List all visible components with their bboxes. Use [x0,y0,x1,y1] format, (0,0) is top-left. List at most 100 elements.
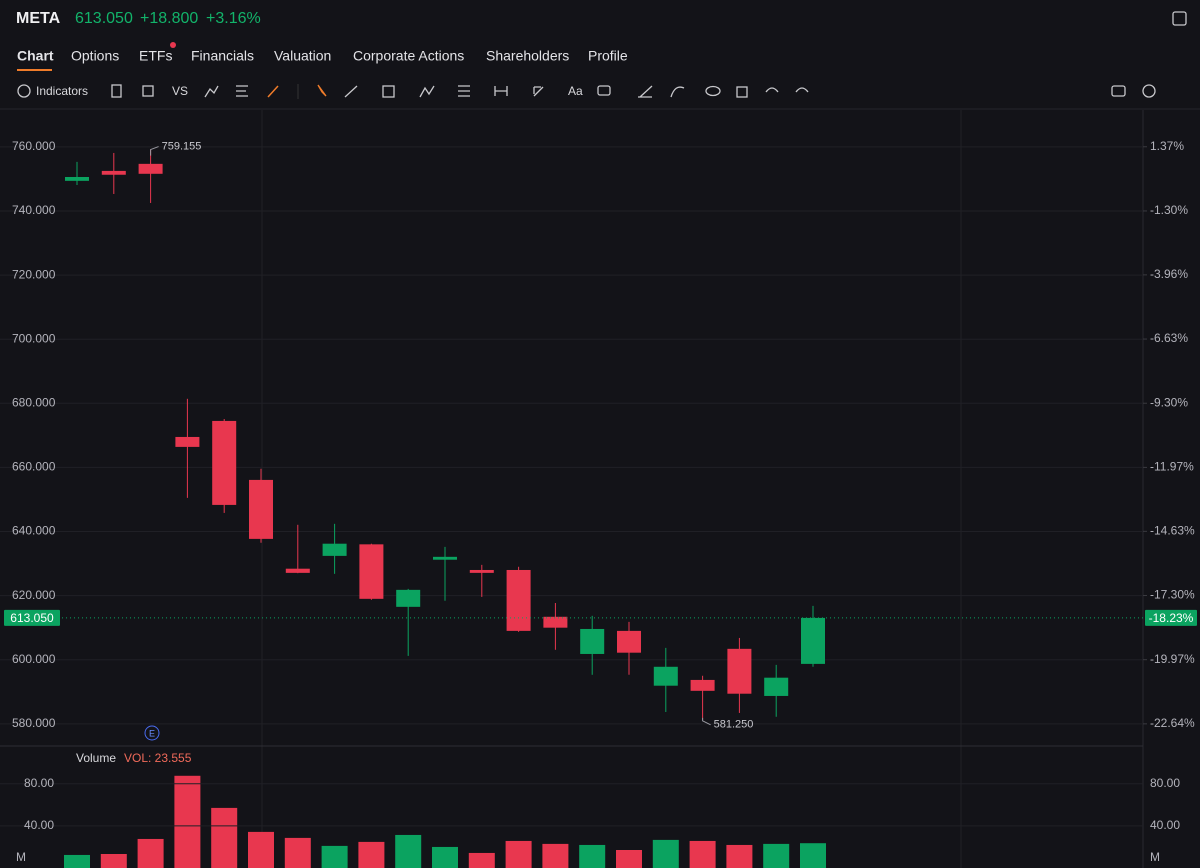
y2-tick-label: -22.64% [1150,716,1195,730]
volume-bar [726,844,753,868]
symbol: META [16,10,61,27]
candle-icon[interactable] [111,84,122,98]
candle-body [617,630,641,653]
visibility-tool[interactable] [705,85,721,97]
change: +18.800 [140,10,198,27]
cursor-icon[interactable] [317,84,327,97]
volume-bar [800,843,826,868]
last-pct-label: -18.23% [1149,611,1194,625]
text-tool[interactable]: Aa [568,84,583,98]
candle-body [690,679,715,691]
chart-type-icon[interactable] [204,85,219,98]
candle-body [801,617,825,664]
y2-tick-label: -3.96% [1150,267,1188,281]
list-icon[interactable] [236,85,248,97]
candle-body [396,589,421,607]
undo[interactable] [765,87,779,93]
tab[interactable]: Options [71,48,119,64]
candle-body [469,569,494,573]
tab[interactable]: Profile [588,48,628,64]
y-tick-label: 600.000 [12,652,56,666]
volume-bar [358,841,385,868]
candle-body [285,568,310,573]
volume-tick-label: 80.00 [24,776,54,790]
min-leader [702,717,711,726]
y2-tick-label: -6.63% [1150,331,1188,345]
collapse-icon[interactable] [1172,11,1187,26]
candle-body [543,616,568,628]
indicators-button[interactable]: Indicators [36,84,88,98]
indicators-icon[interactable] [17,84,31,98]
volume-tick-label-right: 80.00 [1150,776,1180,790]
y2-tick-label: -14.63% [1150,524,1195,538]
candle-body [101,170,126,175]
candle-body [175,436,200,447]
y2-tick-label: 1.37% [1150,139,1184,153]
pen-icon[interactable] [267,85,279,98]
y-tick-label: 640.000 [12,524,56,538]
fib-tool[interactable] [458,85,470,97]
volume-tick-label: 40.00 [24,818,54,832]
tab[interactable]: Corporate Actions [353,48,464,64]
line-tool[interactable] [344,85,358,98]
change-pct: +3.16% [206,10,261,27]
y-tick-label: 700.000 [12,331,56,345]
price-pane: 760.000 740.000 720.000 700.000 680.000 660.0… [0,139,1197,741]
tab[interactable]: Chart [17,48,54,64]
earnings-marker-label: E [149,728,155,738]
y2-tick-label: -1.30% [1150,203,1188,217]
note-tool[interactable] [597,85,611,96]
tab[interactable]: Shareholders [486,48,569,64]
volume-bar [579,844,606,868]
compare-button[interactable]: VS [172,84,188,98]
tab[interactable]: ETFs [139,48,172,64]
settings[interactable] [1142,84,1156,98]
volume-unit: M [16,850,26,864]
tabs: Chart Options ETFs Financials Valuation Corpo… [17,48,628,64]
volume-bar [689,840,716,868]
y-tick-label: 720.000 [12,267,56,281]
last-price-label: 613.050 [10,611,54,625]
y-tick-label: 760.000 [12,139,56,153]
volume-bar [505,840,532,868]
volume-value-label: VOL: 23.555 [124,751,192,765]
volume-bar [763,843,790,868]
volume-unit-right: M [1150,850,1160,864]
y2-tick-label: -11.97% [1150,460,1194,474]
candle-body [212,420,237,505]
rect-tool[interactable] [382,85,395,98]
min-label: 581.250 [714,719,754,731]
active-tab-underline [17,69,52,71]
candle-body [249,479,273,539]
max-leader [150,146,159,156]
pattern-tool[interactable] [419,85,435,98]
tab[interactable]: Financials [191,48,254,64]
volume-bar [432,846,458,868]
delete-tool[interactable] [736,86,748,98]
redo[interactable] [795,87,809,93]
candle-body [653,666,678,686]
volume-bar [211,807,238,868]
max-label: 759.155 [162,140,202,152]
volume-bar [137,838,164,868]
volume-bar [652,839,679,868]
candle-body [138,163,163,174]
volume-bar [64,854,90,868]
magnet-tool[interactable] [670,86,685,98]
shape-icon[interactable] [142,85,154,97]
price: 613.050 [75,10,133,27]
y-tick-label: 680.000 [12,395,56,409]
volume-pane: 80.00 80.00 40.00 40.00 [0,775,1180,868]
brush-tool[interactable] [638,85,653,98]
arrow-tool[interactable] [533,86,544,97]
snapshot[interactable] [1111,85,1126,97]
volume-bar [468,852,495,868]
tab[interactable]: Valuation [274,48,331,64]
volume-title: Volume [76,751,116,765]
y2-tick-label: -17.30% [1150,588,1195,602]
etf-dot [170,42,176,48]
last-price-box [4,609,60,626]
measure-tool[interactable] [494,86,508,96]
